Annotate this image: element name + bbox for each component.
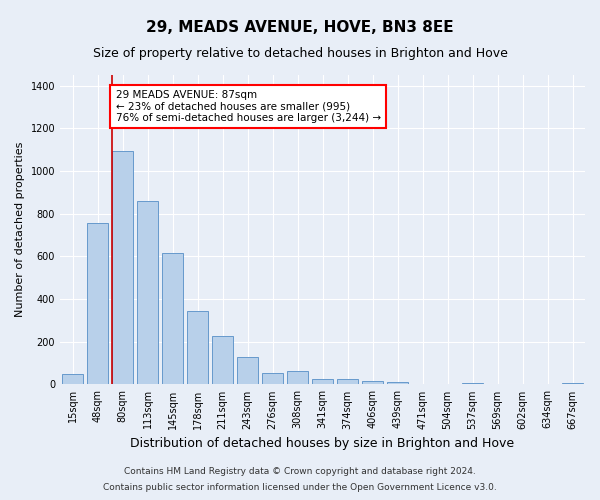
Text: 29, MEADS AVENUE, HOVE, BN3 8EE: 29, MEADS AVENUE, HOVE, BN3 8EE: [146, 20, 454, 35]
Bar: [237, 356, 258, 384]
Bar: [112, 151, 133, 384]
Bar: [287, 370, 308, 384]
Text: Size of property relative to detached houses in Brighton and Hove: Size of property relative to detached ho…: [92, 48, 508, 60]
Y-axis label: Number of detached properties: Number of detached properties: [15, 142, 25, 318]
Bar: [87, 224, 108, 384]
Text: 29 MEADS AVENUE: 87sqm
← 23% of detached houses are smaller (995)
76% of semi-de: 29 MEADS AVENUE: 87sqm ← 23% of detached…: [116, 90, 381, 123]
Text: Contains public sector information licensed under the Open Government Licence v3: Contains public sector information licen…: [103, 484, 497, 492]
Bar: [337, 379, 358, 384]
X-axis label: Distribution of detached houses by size in Brighton and Hove: Distribution of detached houses by size …: [130, 437, 515, 450]
Bar: [162, 253, 183, 384]
Bar: [137, 201, 158, 384]
Bar: [462, 382, 483, 384]
Bar: [562, 382, 583, 384]
Bar: [387, 382, 408, 384]
Bar: [262, 372, 283, 384]
Bar: [312, 379, 333, 384]
Bar: [62, 374, 83, 384]
Bar: [362, 380, 383, 384]
Bar: [187, 311, 208, 384]
Bar: [212, 336, 233, 384]
Text: Contains HM Land Registry data © Crown copyright and database right 2024.: Contains HM Land Registry data © Crown c…: [124, 467, 476, 476]
